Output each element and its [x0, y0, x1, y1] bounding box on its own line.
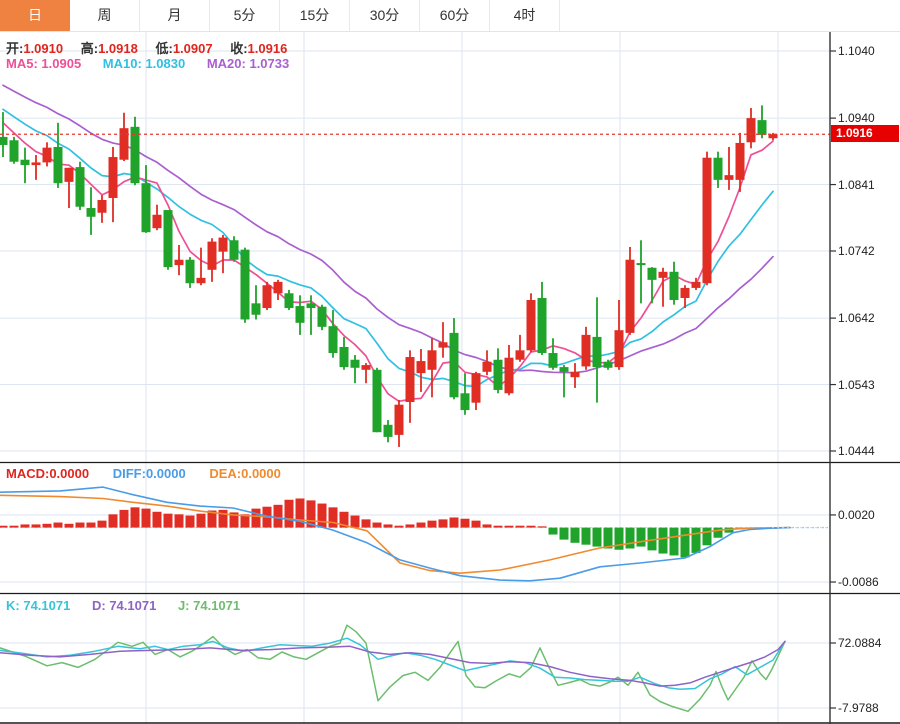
ma10-value: 1.0830 [145, 56, 186, 71]
kdj-legend: K: 74.1071 D: 74.1071 J: 74.1071 [6, 598, 240, 613]
ohlc-legend: 开:1.0910 高:1.0918 低:1.0907 收:1.0916 [6, 38, 301, 57]
current-price-badge: 1.0916 [831, 125, 899, 142]
y-axis-label: 72.0884 [838, 636, 882, 650]
y-axis-label: 0.0020 [838, 507, 875, 522]
ma5-value: 1.0905 [41, 56, 82, 71]
high-value: 1.0918 [98, 41, 138, 56]
tab-day[interactable]: 日 [0, 0, 70, 31]
timeframe-tabbar: 日 周 月 5分 15分 30分 60分 4时 [0, 0, 900, 32]
tab-60min[interactable]: 60分 [420, 0, 490, 31]
y-axis-label: 1.0841 [838, 177, 875, 192]
y-axis-label: 1.0642 [838, 311, 875, 326]
dea-label: DEA: [209, 466, 242, 481]
macd-legend: MACD:0.0000 DIFF:0.0000 DEA:0.0000 [6, 466, 281, 481]
open-value: 1.0910 [23, 41, 64, 56]
high-label: 高: [80, 41, 99, 56]
ma20-value: 1.0733 [249, 56, 290, 71]
tab-week[interactable]: 周 [70, 0, 140, 31]
low-label: 低: [155, 41, 173, 56]
j-value: 74.1071 [193, 598, 241, 613]
close-label: 收: [230, 41, 248, 56]
macd-value: 0.0000 [49, 466, 90, 481]
tab-30min[interactable]: 30分 [350, 0, 420, 31]
tab-5min[interactable]: 5分 [210, 0, 280, 31]
dea-value: 0.0000 [241, 466, 281, 481]
d-label: D: [91, 598, 106, 613]
k-value: 74.1071 [23, 598, 71, 613]
ma10-label: MA10: [102, 56, 142, 71]
y-axis-label: 1.1040 [838, 44, 875, 58]
diff-value: 0.0000 [145, 466, 186, 481]
macd-label: MACD: [6, 466, 50, 481]
y-axis-label: 1.0543 [838, 377, 875, 392]
j-label: J: [177, 598, 190, 613]
ma20-label: MA20: [206, 56, 246, 71]
y-axis-label: 1.0940 [838, 111, 875, 126]
tab-4hour[interactable]: 4时 [490, 0, 560, 31]
diff-label: DIFF: [112, 466, 146, 481]
y-axis-label: 1.0742 [838, 243, 875, 258]
low-value: 1.0907 [172, 41, 213, 56]
y-axis-label: -7.9788 [838, 701, 879, 715]
y-axis-label: -0.0086 [838, 575, 879, 590]
tab-15min[interactable]: 15分 [280, 0, 350, 31]
tab-month[interactable]: 月 [140, 0, 210, 31]
candlestick-chart-canvas[interactable] [0, 32, 900, 724]
ma-legend: MA5: 1.0905 MA10: 1.0830 MA20: 1.0733 [6, 56, 289, 71]
ma5-label: MA5: [6, 56, 38, 71]
d-value: 74.1071 [109, 598, 157, 613]
close-value: 1.0916 [247, 41, 288, 56]
open-label: 开: [6, 41, 24, 56]
k-label: K: [6, 598, 20, 613]
y-axis-label: 1.0444 [838, 443, 875, 458]
